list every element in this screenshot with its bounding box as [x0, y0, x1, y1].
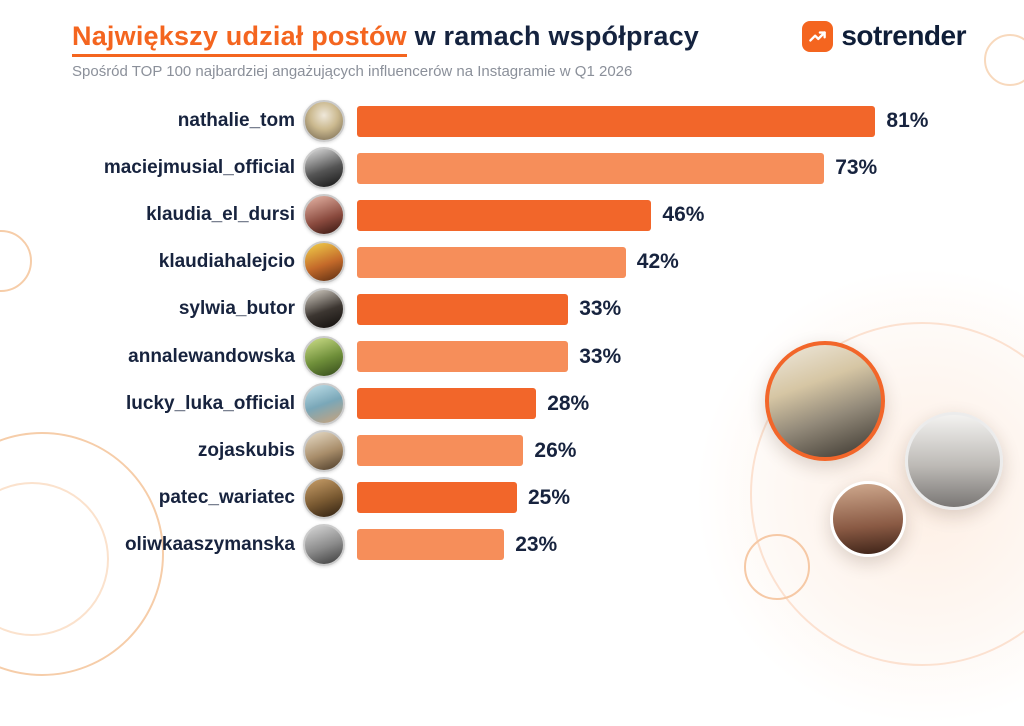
chart-row: patec_wariatec 25% — [70, 476, 1014, 519]
avatar — [303, 523, 345, 566]
value-label: 23% — [515, 532, 558, 556]
bar — [357, 105, 876, 137]
influencer-name: nathalie_tom — [177, 110, 295, 131]
influencer-name: oliwkaaszymanska — [124, 533, 295, 555]
bar — [357, 152, 825, 184]
chart-row: annalewandowska 33% — [70, 335, 1014, 378]
bar-track: 28% — [357, 388, 997, 420]
chart-row: sylwia_butor 33% — [70, 288, 1014, 331]
avatar — [303, 241, 345, 284]
influencer-name: sylwia_butor — [178, 298, 295, 320]
bar-track: 33% — [357, 341, 997, 373]
avatar — [303, 335, 345, 378]
influencer-name: maciejmusial_official — [103, 157, 295, 179]
influencer-name: lucky_luka_official — [126, 392, 295, 414]
page-title: Największy udział postów w ramach współp… — [72, 20, 712, 57]
logo-text: sotrender — [841, 20, 966, 51]
bar — [357, 388, 537, 420]
chart-row: maciejmusial_official 73% — [70, 147, 1014, 190]
bar-track: 23% — [357, 529, 997, 561]
value-label: 42% — [636, 250, 679, 274]
bar-track: 46% — [357, 199, 997, 231]
title-rest: w ramach współpracy — [406, 21, 700, 51]
bar — [357, 246, 626, 278]
chart-row: nathalie_tom 81% — [70, 100, 1014, 142]
avatar — [303, 429, 345, 472]
influencer-name: klaudia_el_dursi — [146, 204, 295, 226]
chart-row: lucky_luka_official 28% — [70, 382, 1014, 425]
avatar — [303, 194, 345, 237]
bar-track: 25% — [357, 482, 997, 514]
avatar — [303, 100, 345, 142]
chart-row: zojaskubis 26% — [70, 429, 1014, 472]
bar — [357, 199, 652, 231]
decorative-portrait-medium — [905, 412, 1003, 510]
value-label: 28% — [547, 391, 590, 415]
bar-track: 42% — [357, 246, 997, 278]
bar — [357, 293, 569, 325]
chart-row: klaudiahalejcio 42% — [70, 241, 1014, 284]
value-label: 25% — [528, 485, 571, 509]
decorative-portrait-small — [830, 481, 906, 557]
influencer-name: zojaskubis — [197, 439, 295, 461]
influencer-name: annalewandowska — [128, 345, 295, 367]
trending-up-icon — [802, 20, 834, 52]
title-highlight: Największy udział postów — [72, 21, 407, 57]
bar-track: 81% — [357, 105, 997, 137]
bar-track: 33% — [357, 293, 997, 325]
chart-row: oliwkaaszymanska 23% — [70, 523, 1014, 566]
value-label: 33% — [579, 344, 622, 368]
page-subtitle: Spośród TOP 100 najbardziej angażujących… — [72, 63, 633, 81]
header: Największy udział postów w ramach współp… — [72, 20, 712, 80]
decorative-ring — [0, 230, 32, 292]
decorative-portrait-large — [765, 341, 885, 461]
bar-track: 73% — [357, 152, 997, 184]
avatar — [303, 476, 345, 519]
chart-row: klaudia_el_dursi 46% — [70, 194, 1014, 237]
influencer-name: klaudiahalejcio — [158, 251, 295, 273]
value-label: 81% — [886, 109, 929, 132]
influencer-name: patec_wariatec — [158, 486, 295, 508]
value-label: 33% — [579, 297, 622, 321]
avatar — [303, 147, 345, 190]
bar — [357, 341, 569, 373]
value-label: 73% — [835, 156, 878, 180]
bar-chart: nathalie_tom 81% maciejmusial_official 73% k… — [70, 100, 1014, 566]
sotrender-logo: sotrender — [802, 20, 966, 52]
value-label: 46% — [662, 203, 705, 227]
bar-track: 26% — [357, 435, 997, 467]
avatar — [303, 382, 345, 425]
decorative-ring — [984, 34, 1024, 86]
bar — [357, 529, 505, 561]
avatar — [303, 288, 345, 331]
bar — [357, 435, 524, 467]
value-label: 26% — [534, 438, 577, 462]
bar — [357, 482, 517, 514]
